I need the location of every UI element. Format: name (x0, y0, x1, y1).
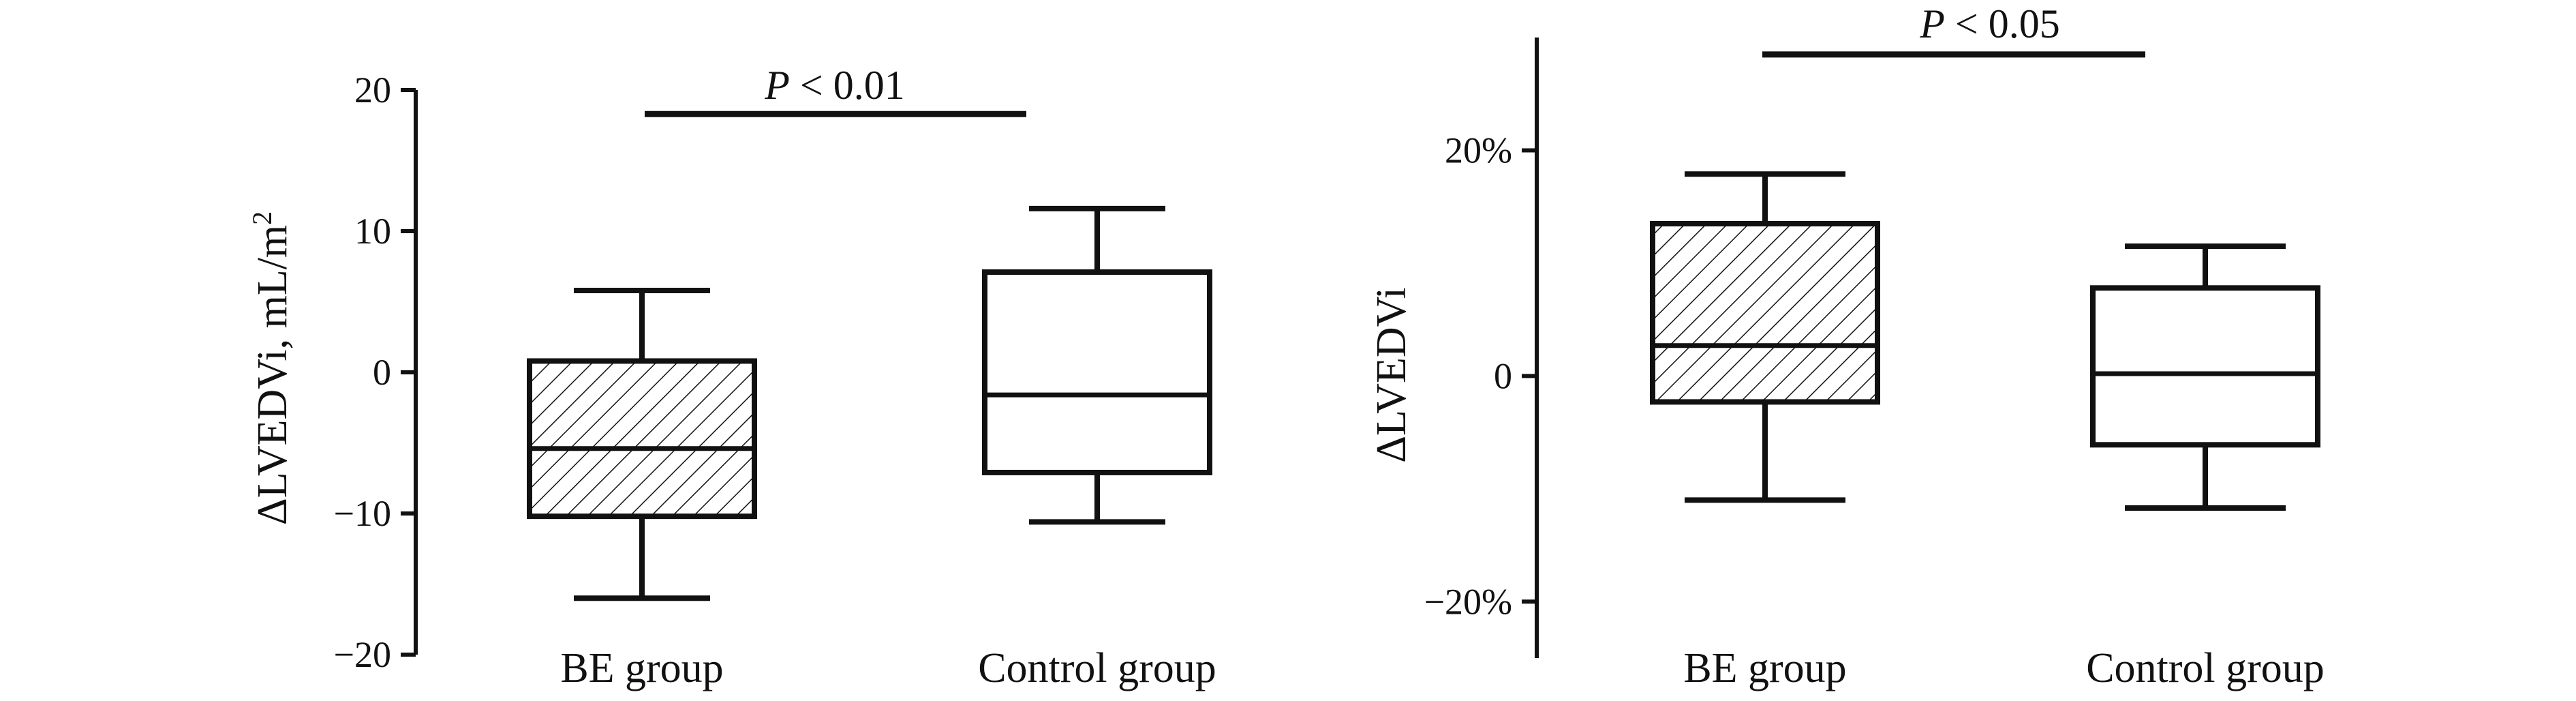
iqr-box (1650, 221, 1880, 405)
p-value-label: P < 0.05 (1919, 1, 2060, 46)
y-tick-label: −10 (334, 493, 391, 534)
iqr-box (527, 358, 757, 520)
y-tick-label: 0 (1494, 355, 1512, 396)
y-axis-title: ΔLVEDVi, mL/m2 (247, 211, 296, 525)
y-tick-label: 20 (354, 70, 391, 110)
iqr-box (2090, 285, 2320, 448)
right-boxplot: 20% 0 −20% ΔLVEDVi BE group Control group P < … (1368, 1, 2325, 691)
y-tick-label: 10 (354, 211, 391, 252)
y-tick-label: −20 (334, 634, 391, 675)
category-label: Control group (2086, 645, 2325, 691)
category-label: Control group (978, 645, 1216, 691)
category-label: BE group (1683, 645, 1846, 691)
left-boxplot: 20 10 0 −10 −20 ΔLVEDVi, mL/m2 BE group Control… (247, 63, 1216, 691)
y-tick-label: 0 (373, 352, 391, 393)
p-value-label: P < 0.01 (764, 63, 905, 108)
y-tick-label: 20% (1445, 130, 1512, 170)
y-tick-label: −20% (1424, 581, 1512, 622)
category-label: BE group (560, 645, 723, 691)
iqr-box (982, 269, 1212, 475)
y-axis-title: ΔLVEDVi (1368, 287, 1415, 463)
